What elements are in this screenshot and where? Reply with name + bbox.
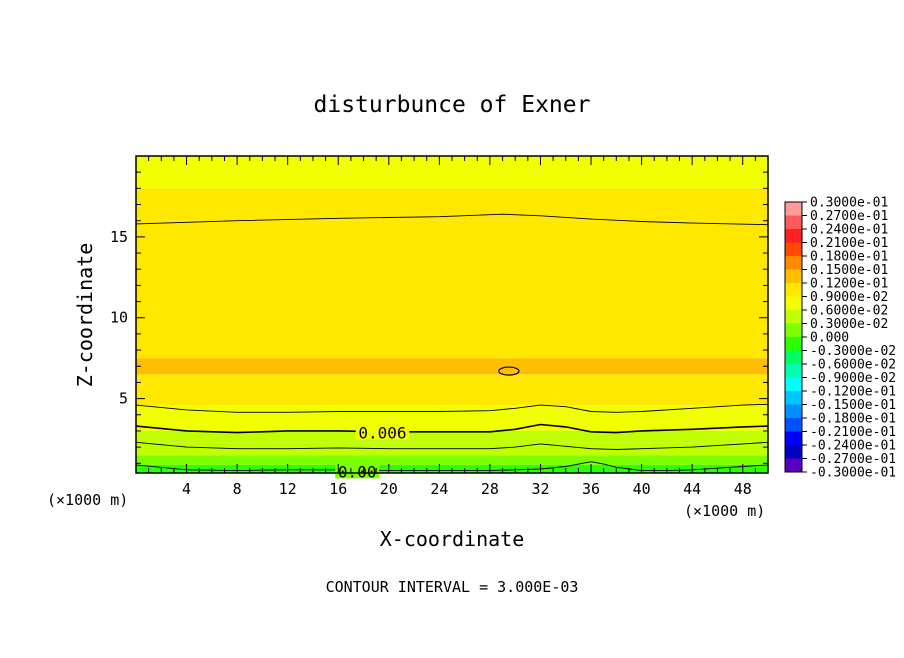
colorbar-label: 0.2400e-01 (810, 223, 888, 238)
colorbar-swatch (785, 364, 802, 378)
contour-band (136, 156, 768, 189)
colorbar-label: -0.1500e-01 (810, 398, 896, 413)
colorbar-label: 0.000 (810, 331, 849, 346)
x-tick-label: 40 (633, 480, 651, 498)
colorbar-label: 0.2700e-01 (810, 209, 888, 224)
x-tick-label: 12 (279, 480, 297, 498)
colorbar-swatch (785, 431, 802, 445)
colorbar-label: -0.2700e-01 (810, 452, 896, 467)
colorbar-label: -0.3000e-02 (810, 344, 896, 359)
x-tick-label: 28 (481, 480, 499, 498)
contour-line (135, 423, 769, 434)
x-tick-label: 44 (683, 480, 701, 498)
x-tick-label: 8 (233, 480, 242, 498)
x-unit-left: (×1000 m) (47, 491, 128, 509)
colorbar-swatch (785, 323, 802, 337)
contour-label: 0.006 (358, 424, 406, 443)
contour-band (136, 430, 768, 443)
contour-band (136, 188, 768, 221)
colorbar-swatch (785, 377, 802, 391)
colorbar-swatch (785, 215, 802, 229)
contour-label-group: 0.006 0.00 (335, 423, 410, 481)
contour-interval-note: CONTOUR INTERVAL = 3.000E-03 (326, 578, 579, 596)
colorbar-label: 0.3000e-01 (810, 196, 888, 211)
colorbar-label: -0.6000e-02 (810, 358, 896, 373)
colorbar-label: -0.1200e-01 (810, 385, 896, 400)
contour-band (136, 333, 768, 359)
colorbar-swatch (785, 458, 802, 472)
contour-band (136, 220, 768, 262)
colorbar-swatch (785, 229, 802, 243)
x-tick-label: 4 (182, 480, 191, 498)
contour-band (136, 390, 768, 406)
contour-band (136, 301, 768, 334)
colorbar-swatch (785, 445, 802, 459)
colorbar-label: 0.1200e-01 (810, 277, 888, 292)
colorbar-swatch (785, 404, 802, 418)
colorbar-swatch (785, 310, 802, 324)
contour-fill (136, 156, 768, 473)
colorbar-swatch (785, 202, 802, 216)
colorbar-label: -0.9000e-02 (810, 371, 896, 386)
x-tick-label: 48 (734, 480, 752, 498)
colorbar-swatch (785, 242, 802, 256)
colorbar-swatch (785, 418, 802, 432)
x-tick-label: 36 (582, 480, 600, 498)
colorbar-swatch (785, 350, 802, 364)
colorbar-label: 0.1800e-01 (810, 250, 888, 265)
contour-band (136, 455, 768, 465)
chart-title: disturbunce of Exner (314, 92, 591, 118)
y-tick-label: 10 (110, 309, 128, 327)
x-tick-label: 20 (380, 480, 398, 498)
colorbar-swatch (785, 283, 802, 297)
colorbar-label: -0.2400e-01 (810, 439, 896, 454)
closed-contour (498, 366, 520, 376)
y-tick-label: 5 (119, 390, 128, 408)
contour-band (136, 261, 768, 302)
colorbar: 0.3000e-010.2700e-010.2400e-010.2100e-01… (784, 196, 896, 481)
colorbar-swatch (785, 337, 802, 351)
x-tick-label: 16 (329, 480, 347, 498)
colorbar-label: 0.3000e-02 (810, 317, 888, 332)
contour-label-bg (355, 423, 410, 440)
y-axis-label: Z-coordinate (73, 243, 97, 388)
contour-label-bg (335, 462, 380, 479)
contour-line (135, 213, 769, 226)
colorbar-swatch (785, 296, 802, 310)
x-tick-label: 24 (430, 480, 448, 498)
colorbar-label: 0.2100e-01 (810, 236, 888, 251)
colorbar-swatch (785, 391, 802, 405)
colorbar-swatch (785, 256, 802, 270)
x-unit-right: (×1000 m) (684, 502, 765, 520)
contour-band (136, 418, 768, 431)
contour-line (135, 403, 769, 413)
colorbar-label: -0.3000e-01 (810, 466, 896, 481)
contour-band (136, 374, 768, 391)
colorbar-label: 0.6000e-02 (810, 304, 888, 319)
x-tick-label: 32 (531, 480, 549, 498)
colorbar-label: 0.9000e-02 (810, 290, 888, 305)
colorbar-label: 0.1500e-01 (810, 263, 888, 278)
colorbar-label: -0.1800e-01 (810, 412, 896, 427)
contour-band (136, 358, 768, 375)
y-tick-label: 15 (110, 228, 128, 246)
colorbar-label: -0.2100e-01 (810, 425, 896, 440)
contour-label: 0.00 (338, 462, 377, 481)
colorbar-swatch (785, 269, 802, 283)
contour-line (135, 441, 769, 450)
x-axis-label: X-coordinate (380, 527, 525, 551)
